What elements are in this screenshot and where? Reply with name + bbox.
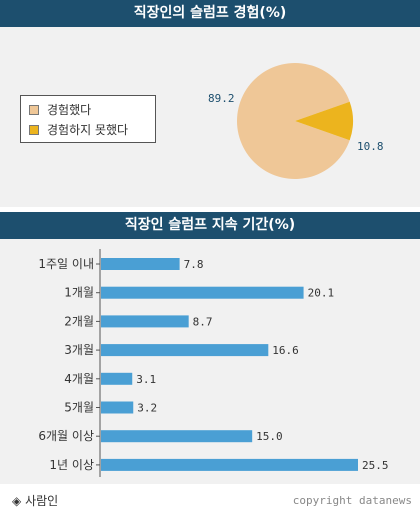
pie-chart-panel: 경험했다 경험하지 못했다 89.2 10.8 [0,27,420,207]
bar [101,430,253,443]
legend-swatch-yes [29,105,39,115]
source-label: 사람인 [25,494,59,508]
category-label: 1년 이상 [49,458,94,472]
bar-value-label: 15.0 [256,430,283,443]
pie-chart-title: 직장인의 슬럼프 경험(%) [0,0,420,27]
diamond-icon: ◈ [12,494,22,508]
pie-label-yes: 89.2 [208,92,235,105]
legend-item-no: 경험하지 못했다 [29,122,128,138]
bar-value-label: 7.8 [184,258,204,271]
bar-chart-title: 직장인 슬럼프 지속 기간(%) [0,212,420,239]
bar [101,458,358,471]
bar-value-label: 8.7 [193,315,213,328]
legend-label-yes: 경험했다 [47,103,92,117]
category-label: 2개월 [64,314,94,328]
category-label: 1주일 이내 [38,257,94,271]
source-credit: ◈ 사람인 [12,492,58,509]
bar [101,344,269,357]
bar-value-label: 3.1 [136,373,156,386]
bar-chart: 1주일 이내 7.8 1개월 20.1 2개월 8.7 3개월 16.6 4개월 3.1 5개월 3.… [38,249,389,477]
bar [101,258,180,270]
bar-value-label: 20.1 [308,287,335,300]
category-label: 3개월 [64,343,94,357]
bar-value-label: 25.5 [362,459,389,472]
copyright-text: copyright datanews [292,494,412,507]
pie-slice-yes [236,63,350,180]
pie-slice-no [295,101,353,141]
category-label: 4개월 [64,372,94,386]
pie-chart: 89.2 10.8 [208,63,384,180]
category-label: 5개월 [64,401,94,415]
category-label: 1개월 [64,286,94,300]
bar [101,372,133,385]
bar-value-label: 16.6 [272,344,299,357]
bar-chart-panel: 1주일 이내 7.8 1개월 20.1 2개월 8.7 3개월 16.6 4개월 3.1 5개월 3.… [0,239,420,484]
pie-label-no: 10.8 [357,140,384,153]
bar [101,315,189,328]
bar [101,401,134,414]
legend-item-yes: 경험했다 [29,102,91,118]
pie-legend: 경험했다 경험하지 못했다 [20,95,156,143]
bar [101,286,304,299]
bar-value-label: 3.2 [137,402,157,415]
legend-label-no: 경험하지 못했다 [47,123,129,137]
legend-swatch-no [29,125,39,135]
category-label: 6개월 이상 [38,429,94,443]
